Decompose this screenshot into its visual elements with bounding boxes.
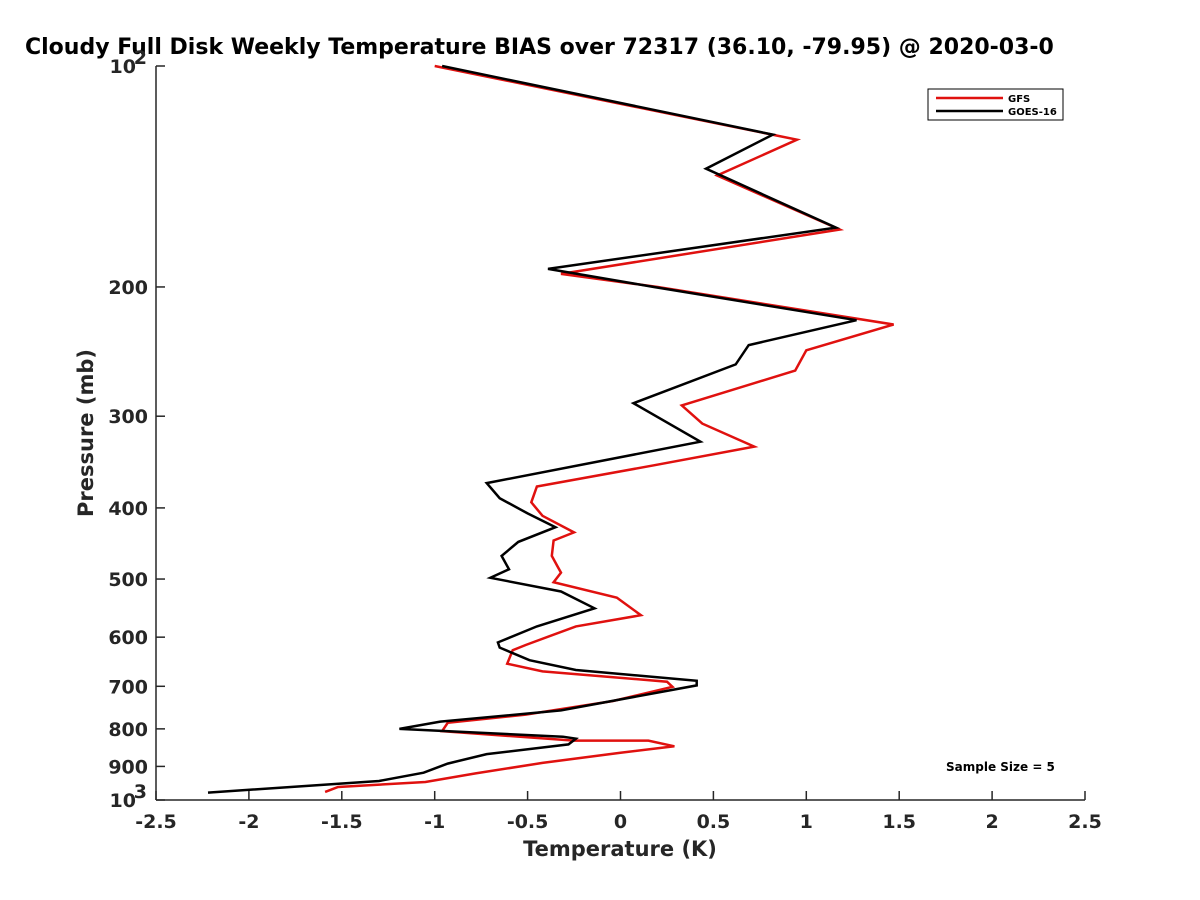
y-tick-label: 200 — [108, 277, 148, 299]
x-tick-label: -1 — [424, 811, 445, 833]
series-line-gfs — [324, 64, 894, 794]
x-tick-label: 2.5 — [1068, 811, 1102, 833]
legend: GFS GOES-16 — [927, 88, 1064, 121]
legend-box — [927, 88, 1064, 121]
y-tick-label: 500 — [108, 569, 148, 591]
y-tick-label: 600 — [108, 627, 148, 649]
x-tick-label: 1.5 — [882, 811, 916, 833]
y-tick-exponent: 3 — [134, 781, 147, 803]
legend-label: GFS — [1008, 94, 1030, 105]
x-tick-label: -0.5 — [507, 811, 549, 833]
y-tick-label: 300 — [108, 406, 148, 428]
y-axis-label: Pressure (mb) — [74, 349, 98, 517]
x-tick-label: -1.5 — [321, 811, 363, 833]
x-axis: -2.5 -2 -1.5 -1 -0.5 0 0.5 1 1.5 2 2.5 — [135, 791, 1102, 833]
y-tick-label: 400 — [108, 498, 148, 520]
y-tick-label: 700 — [108, 676, 148, 698]
y-tick-label: 10 — [110, 56, 136, 78]
y-tick-label: 10 — [110, 790, 136, 812]
series-line-goes-16 — [207, 64, 857, 794]
y-tick-exponent: 2 — [134, 47, 147, 69]
legend-label: GOES-16 — [1008, 107, 1057, 118]
chart-title: Cloudy Full Disk Weekly Temperature BIAS… — [25, 35, 1054, 60]
x-axis-label: Temperature (K) — [523, 837, 717, 861]
x-tick-label: -2.5 — [135, 811, 177, 833]
plot-area — [207, 64, 894, 794]
x-tick-label: 0.5 — [697, 811, 731, 833]
x-tick-label: -2 — [238, 811, 259, 833]
x-tick-label: 2 — [985, 811, 998, 833]
x-tick-label: 0 — [614, 811, 627, 833]
x-tick-label: 1 — [800, 811, 813, 833]
y-tick-label: 800 — [108, 719, 148, 741]
sample-size-annotation: Sample Size = 5 — [946, 760, 1055, 774]
y-tick-label: 900 — [108, 756, 148, 778]
